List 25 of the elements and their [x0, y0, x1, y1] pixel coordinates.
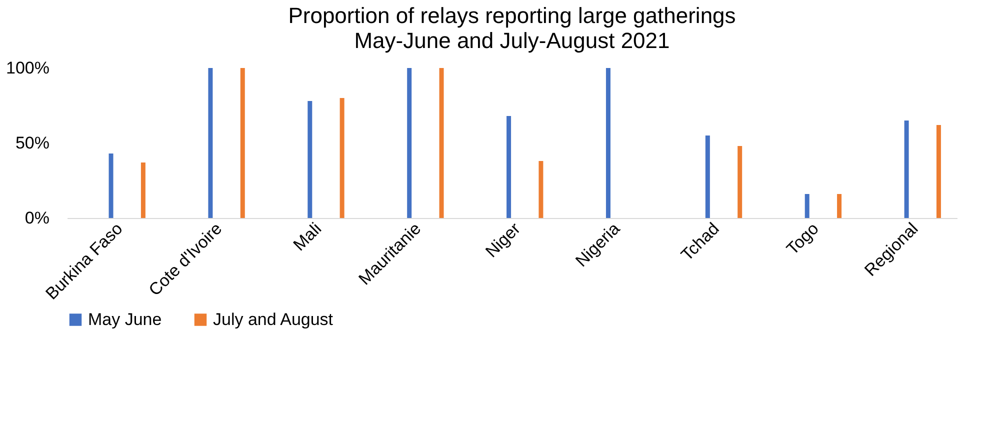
chart-title: Proportion of relays reporting large gatherings: [288, 3, 736, 28]
x-tick-label: Togo: [782, 219, 822, 259]
bar: [904, 120, 909, 218]
bar: [606, 68, 610, 218]
bar: [340, 98, 344, 218]
y-tick-label: 100%: [6, 58, 50, 78]
bar: [506, 116, 512, 218]
bar: [108, 154, 114, 218]
y-tick-label: 50%: [15, 134, 50, 152]
legend-label: May June: [88, 310, 162, 329]
bar: [837, 194, 842, 218]
bar: [308, 101, 312, 218]
bar: [538, 161, 544, 218]
bar: [936, 125, 941, 218]
bar: [804, 194, 810, 218]
bar: [208, 68, 213, 218]
bar: [140, 162, 146, 218]
y-tick-label: 0%: [24, 208, 50, 228]
bar: [738, 146, 742, 218]
legend-label: July and August: [213, 310, 334, 329]
bar: [705, 136, 710, 218]
chart-subtitle: May-June and July-August 2021: [354, 28, 670, 53]
bar: [439, 68, 444, 218]
bar: [407, 68, 412, 218]
bar: [240, 68, 245, 218]
